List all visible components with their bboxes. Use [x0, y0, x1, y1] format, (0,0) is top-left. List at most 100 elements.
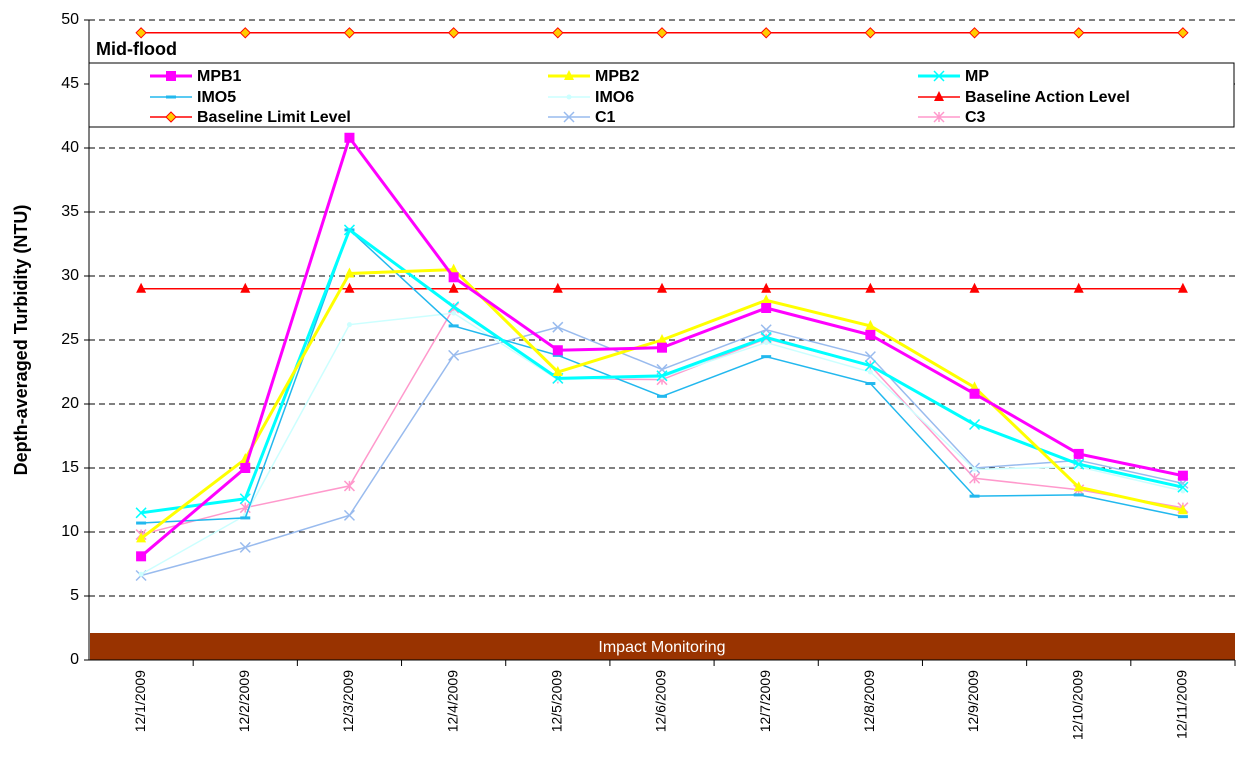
data-point	[972, 466, 978, 472]
data-point	[343, 27, 356, 39]
data-point	[343, 480, 355, 492]
data-point	[763, 340, 769, 346]
legend-label: Baseline Limit Level	[197, 109, 351, 126]
data-point	[1073, 448, 1084, 459]
data-point	[552, 345, 563, 356]
data-point	[343, 224, 355, 236]
x-tick-label: 12/2/2009	[236, 670, 252, 732]
x-tick-label: 12/3/2009	[340, 670, 356, 732]
series-line	[140, 227, 1184, 515]
data-point	[1177, 27, 1189, 39]
y-tick-label: 35	[61, 203, 79, 220]
legend-label: C3	[965, 109, 986, 126]
data-point	[552, 282, 563, 293]
x-tick-label: 12/4/2009	[444, 670, 460, 732]
data-point	[448, 301, 460, 313]
data-point	[969, 388, 980, 399]
data-point	[864, 360, 876, 372]
y-tick-label: 15	[61, 459, 79, 476]
data-point	[240, 463, 251, 473]
data-point	[448, 282, 459, 293]
y-axis-label: Depth-averaged Turbidity (NTU)	[11, 205, 31, 476]
data-point	[1177, 515, 1188, 519]
data-point	[867, 369, 873, 375]
legend-label: MPB2	[595, 68, 640, 85]
x-tick-label: 12/10/2009	[1069, 670, 1085, 740]
data-point	[1073, 493, 1084, 497]
data-point	[657, 342, 667, 353]
y-tick-label: 30	[61, 267, 79, 284]
y-tick-label: 25	[61, 331, 79, 348]
data-point	[761, 282, 772, 293]
legend-label: IMO5	[197, 89, 236, 106]
legend-label: C1	[595, 109, 616, 126]
data-point	[761, 355, 772, 359]
data-point	[239, 541, 251, 553]
data-point	[864, 351, 876, 363]
data-point	[448, 263, 459, 274]
x-tick-label: 12/9/2009	[965, 670, 981, 732]
data-point	[865, 319, 876, 330]
legend-marker	[564, 70, 574, 80]
data-point	[760, 331, 772, 343]
data-point	[552, 27, 564, 39]
legend-marker	[933, 111, 945, 123]
legend-marker	[166, 71, 176, 81]
y-tick-label: 50	[61, 11, 79, 28]
data-point	[969, 494, 980, 498]
data-point	[552, 321, 564, 333]
data-point	[448, 349, 460, 361]
data-point	[136, 551, 147, 562]
y-tick-label: 45	[61, 75, 79, 92]
legend-label: MPB1	[197, 68, 242, 85]
data-point	[1177, 470, 1188, 481]
data-point	[761, 294, 772, 305]
data-point	[969, 282, 980, 293]
legend-box	[88, 62, 1235, 128]
data-point	[657, 394, 667, 398]
impact-band-label: Impact Monitoring	[598, 639, 725, 656]
data-point	[1073, 282, 1084, 293]
y-tick-label: 20	[61, 395, 79, 412]
data-point	[1177, 504, 1188, 515]
data-point	[135, 27, 147, 39]
data-point	[239, 502, 251, 514]
legend-label: IMO6	[595, 89, 634, 106]
data-point	[657, 282, 667, 293]
annotation: Mid-flood	[96, 39, 177, 59]
y-tick-label: 5	[70, 587, 79, 604]
x-tick-label: 12/5/2009	[549, 670, 565, 732]
data-point	[138, 571, 144, 577]
data-point	[761, 303, 772, 313]
data-point	[346, 322, 352, 328]
data-point	[135, 507, 147, 519]
data-point	[657, 334, 667, 344]
data-point	[344, 282, 355, 293]
x-tick-label: 12/1/2009	[132, 670, 148, 732]
impact-band	[90, 633, 1235, 660]
data-point	[240, 516, 251, 520]
data-point	[865, 282, 876, 293]
legend-marker	[934, 91, 944, 101]
legend-marker	[933, 70, 945, 82]
data-point	[240, 282, 251, 293]
legend-marker	[566, 94, 572, 100]
data-point	[760, 27, 772, 39]
legend-marker	[563, 111, 575, 123]
data-point	[344, 267, 355, 278]
data-point	[968, 27, 981, 39]
data-point	[448, 272, 459, 283]
legend-label: Baseline Action Level	[965, 89, 1130, 106]
data-point	[864, 27, 877, 39]
y-tick-label: 10	[61, 523, 79, 540]
x-tick-label: 12/11/2009	[1174, 670, 1190, 739]
data-point	[969, 472, 981, 484]
legend-label: MP	[965, 68, 989, 85]
data-point	[656, 27, 668, 39]
x-tick-label: 12/7/2009	[757, 670, 773, 732]
data-point	[1177, 282, 1188, 293]
data-point	[1073, 458, 1085, 470]
data-point	[344, 132, 355, 143]
data-point	[136, 532, 147, 543]
